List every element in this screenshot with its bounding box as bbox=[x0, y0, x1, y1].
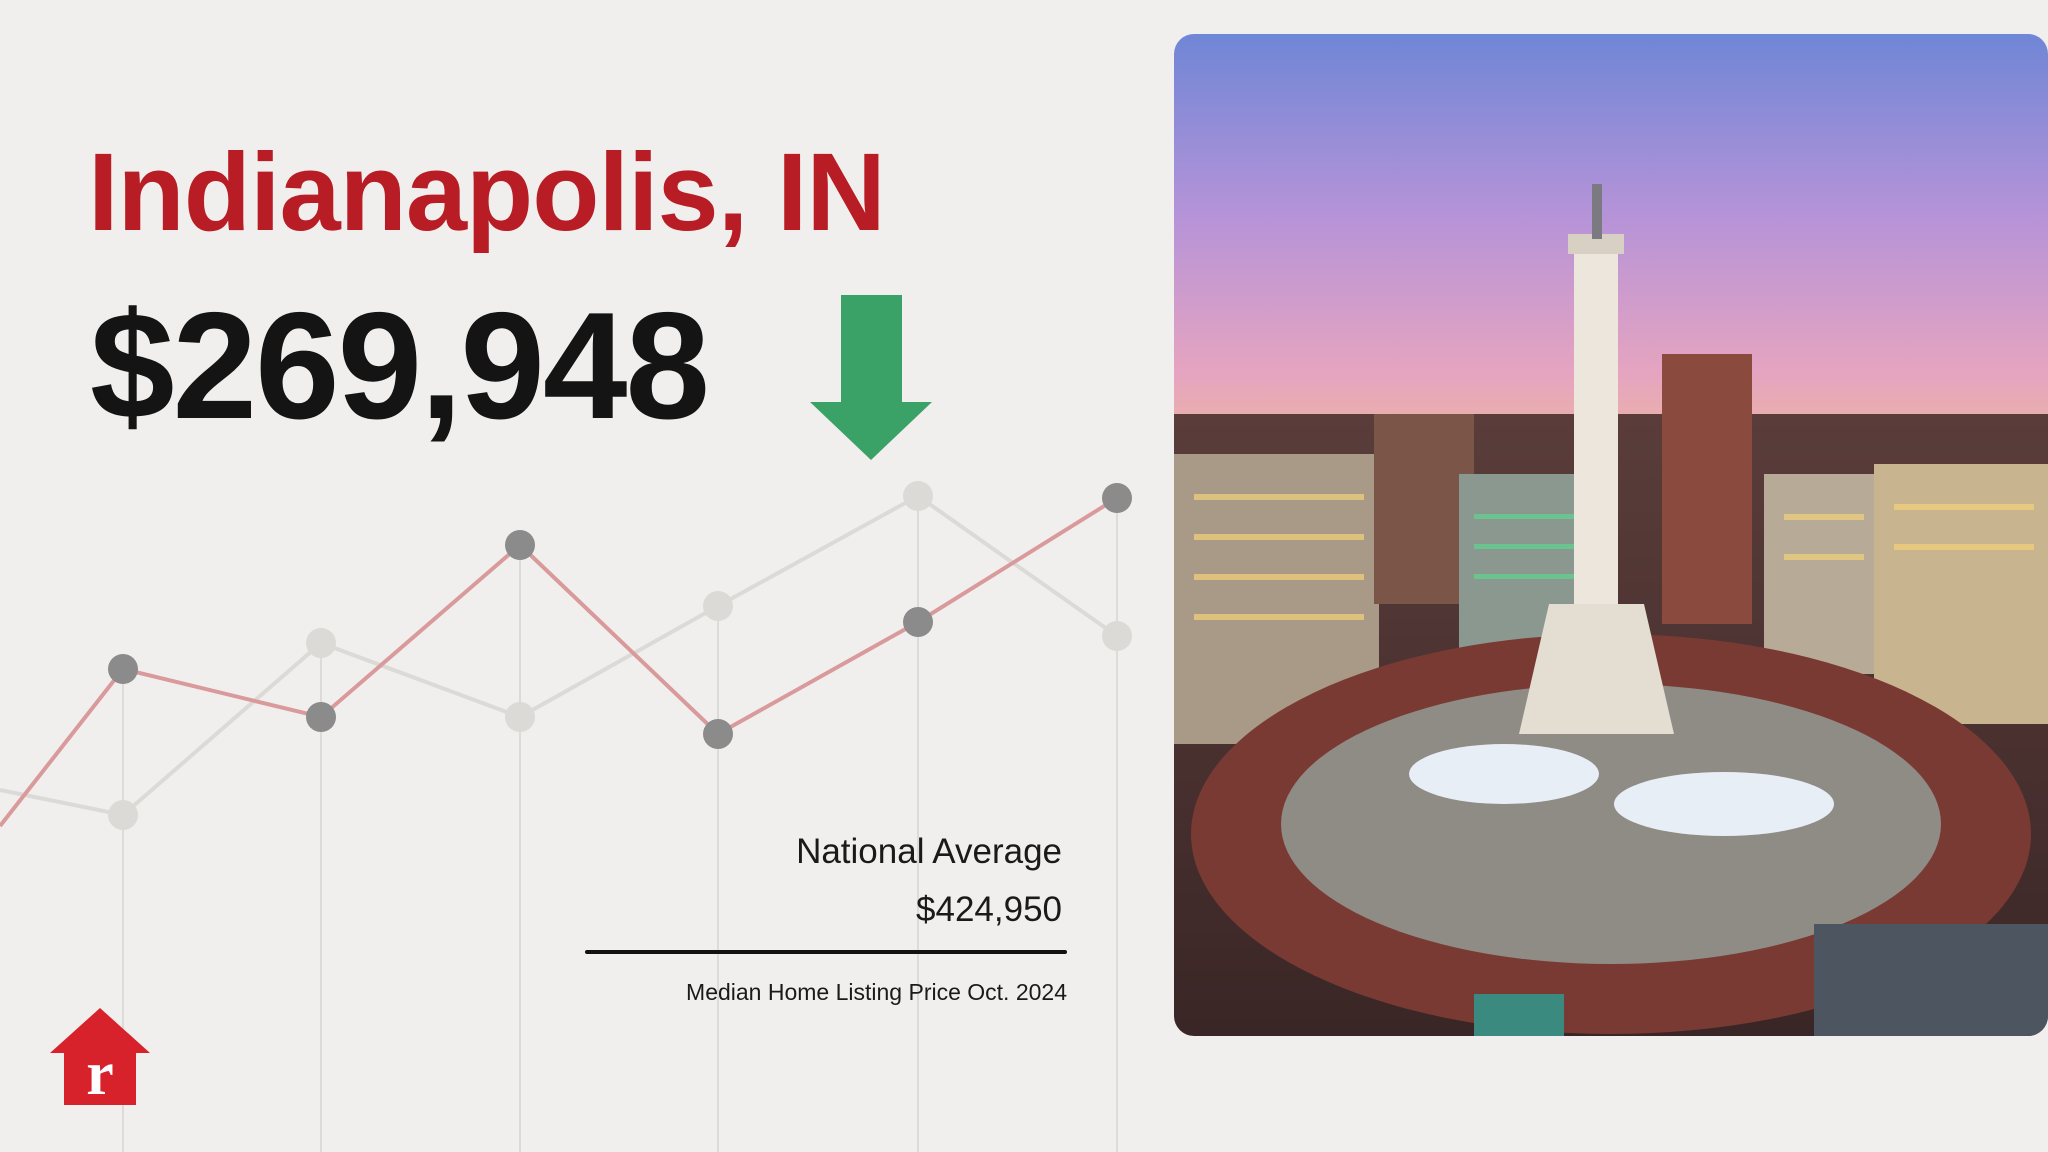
national-average-value: $424,950 bbox=[916, 890, 1062, 929]
city-photo bbox=[1174, 34, 2048, 1036]
svg-text:r: r bbox=[86, 1040, 114, 1108]
caption: Median Home Listing Price Oct. 2024 bbox=[686, 979, 1067, 1005]
chart-point-dark bbox=[703, 719, 733, 749]
chart-point-dark bbox=[903, 607, 933, 637]
median-price: $269,948 bbox=[90, 281, 710, 451]
national-average-label: National Average bbox=[796, 832, 1062, 871]
chart-point-light bbox=[108, 800, 138, 830]
chart-point-dark bbox=[306, 702, 336, 732]
arrow-down-icon bbox=[810, 295, 932, 460]
decorative-line-chart bbox=[0, 481, 1132, 1152]
chart-point-light bbox=[306, 628, 336, 658]
chart-point-dark bbox=[1102, 483, 1132, 513]
chart-point-dark bbox=[505, 530, 535, 560]
chart-point-light bbox=[903, 481, 933, 511]
chart-line-gray bbox=[0, 493, 1119, 818]
chart-point-dark bbox=[108, 654, 138, 684]
house-r-logo: r bbox=[50, 1008, 150, 1108]
divider bbox=[585, 950, 1067, 954]
chart-point-light bbox=[505, 702, 535, 732]
chart-point-light bbox=[1102, 621, 1132, 651]
city-title: Indianapolis, IN bbox=[88, 131, 886, 254]
chart-point-light bbox=[703, 591, 733, 621]
